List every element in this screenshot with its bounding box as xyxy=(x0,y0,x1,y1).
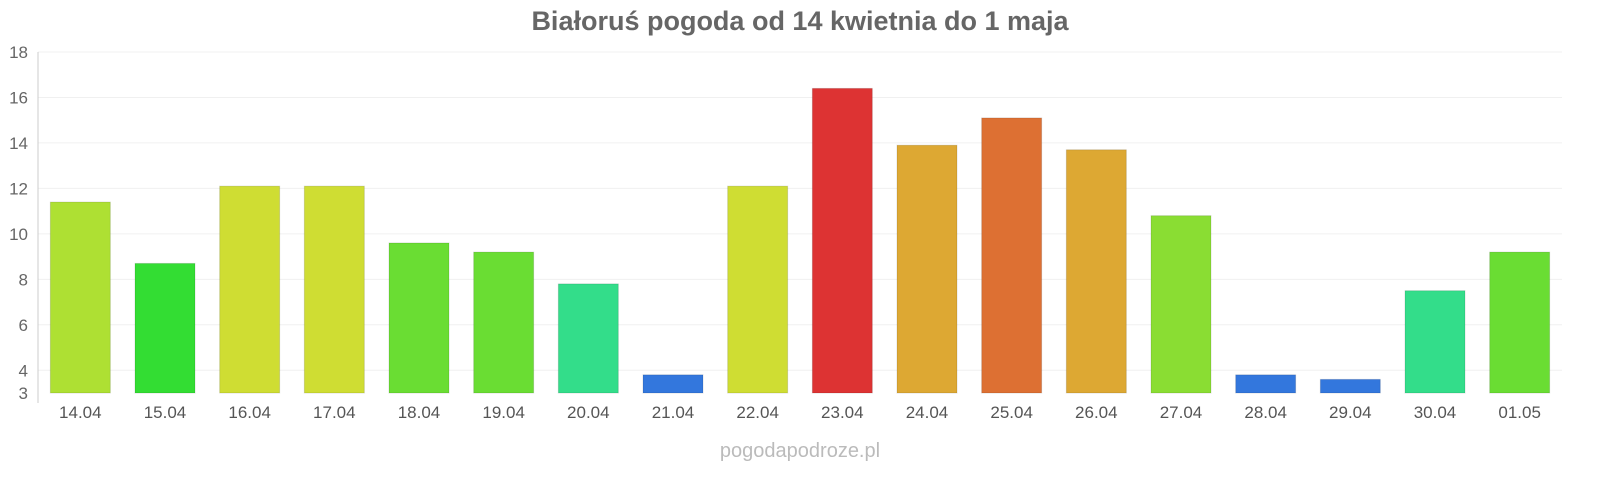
x-tick-label: 16.04 xyxy=(228,403,271,422)
y-tick-label: 16 xyxy=(9,88,28,107)
y-tick-label: 12 xyxy=(9,179,28,198)
bar-28.04 xyxy=(1235,374,1297,394)
x-tick-label: 24.04 xyxy=(906,403,949,422)
y-tick-label: 10 xyxy=(9,225,28,244)
bar-01.05 xyxy=(1489,251,1551,394)
y-tick-label: 18 xyxy=(9,43,28,62)
x-tick-label: 14.04 xyxy=(59,403,102,422)
chart-title: Białoruś pogoda od 14 kwietnia do 1 maja xyxy=(531,6,1069,36)
x-tick-label: 19.04 xyxy=(482,403,525,422)
x-tick-label: 26.04 xyxy=(1075,403,1118,422)
bar-15.04 xyxy=(134,262,196,394)
x-tick-label: 30.04 xyxy=(1414,403,1457,422)
bar-19.04 xyxy=(473,251,535,394)
footer-watermark: pogodapodroze.pl xyxy=(719,440,881,462)
bar-21.04 xyxy=(642,374,704,394)
y-tick-label: 4 xyxy=(19,361,28,380)
bar-27.04 xyxy=(1150,215,1212,394)
x-tick-label: 23.04 xyxy=(821,403,864,422)
bar-23.04 xyxy=(811,87,873,394)
bar-29.04 xyxy=(1319,378,1381,394)
bar-16.04 xyxy=(219,185,281,394)
y-tick-label: 8 xyxy=(19,270,28,289)
bar-20.04 xyxy=(557,283,619,394)
y-tick-label: 14 xyxy=(9,134,28,153)
bar-25.04 xyxy=(981,117,1043,394)
x-tick-label: 28.04 xyxy=(1244,403,1287,422)
x-tick-label: 25.04 xyxy=(990,403,1033,422)
x-tick-label: 29.04 xyxy=(1329,403,1372,422)
bar-14.04 xyxy=(49,201,111,394)
x-tick-label: 17.04 xyxy=(313,403,356,422)
x-tick-label: 22.04 xyxy=(736,403,779,422)
x-tick-label: 27.04 xyxy=(1160,403,1203,422)
x-tick-label: 01.05 xyxy=(1498,403,1541,422)
x-tick-label: 18.04 xyxy=(398,403,441,422)
bar-18.04 xyxy=(388,242,450,394)
bar-26.04 xyxy=(1065,149,1127,394)
x-tick-label: 21.04 xyxy=(652,403,695,422)
bar-22.04 xyxy=(727,185,789,394)
y-tick-label: 6 xyxy=(19,316,28,335)
x-tick-label: 20.04 xyxy=(567,403,610,422)
bar-24.04 xyxy=(896,144,958,394)
bar-17.04 xyxy=(303,185,365,394)
y-tick-label: 3 xyxy=(19,384,28,403)
bar-30.04 xyxy=(1404,290,1466,394)
x-tick-label: 15.04 xyxy=(144,403,187,422)
